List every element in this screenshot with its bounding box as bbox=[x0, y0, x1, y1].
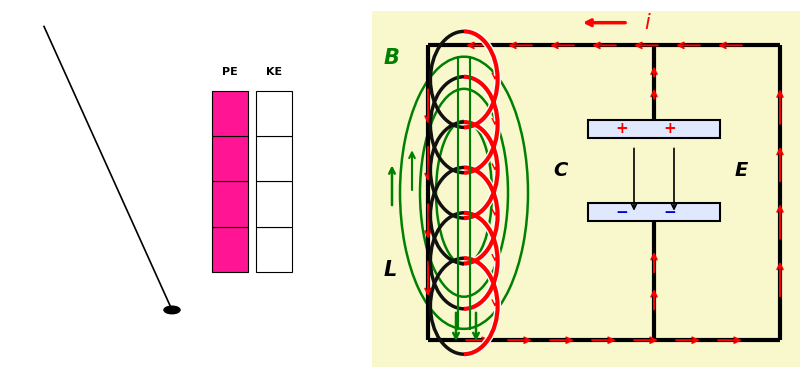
Bar bbox=[588, 120, 720, 138]
Text: +: + bbox=[664, 121, 676, 136]
Text: +: + bbox=[616, 121, 628, 136]
Text: −: − bbox=[664, 204, 676, 220]
Text: C: C bbox=[554, 161, 568, 180]
Text: −: − bbox=[616, 204, 628, 220]
Bar bbox=[372, 11, 800, 367]
Text: PE: PE bbox=[222, 68, 238, 77]
Bar bbox=[256, 227, 292, 272]
Bar bbox=[256, 91, 292, 136]
Bar bbox=[588, 203, 720, 221]
Circle shape bbox=[164, 306, 180, 314]
Bar bbox=[212, 181, 248, 227]
Text: KE: KE bbox=[266, 68, 282, 77]
Text: $i$: $i$ bbox=[644, 13, 652, 33]
Bar bbox=[212, 136, 248, 181]
Bar bbox=[256, 181, 292, 227]
Text: B: B bbox=[384, 48, 400, 68]
Bar bbox=[212, 91, 248, 136]
Text: L: L bbox=[384, 260, 398, 280]
Bar bbox=[212, 227, 248, 272]
Bar bbox=[256, 136, 292, 181]
Text: E: E bbox=[734, 161, 748, 180]
